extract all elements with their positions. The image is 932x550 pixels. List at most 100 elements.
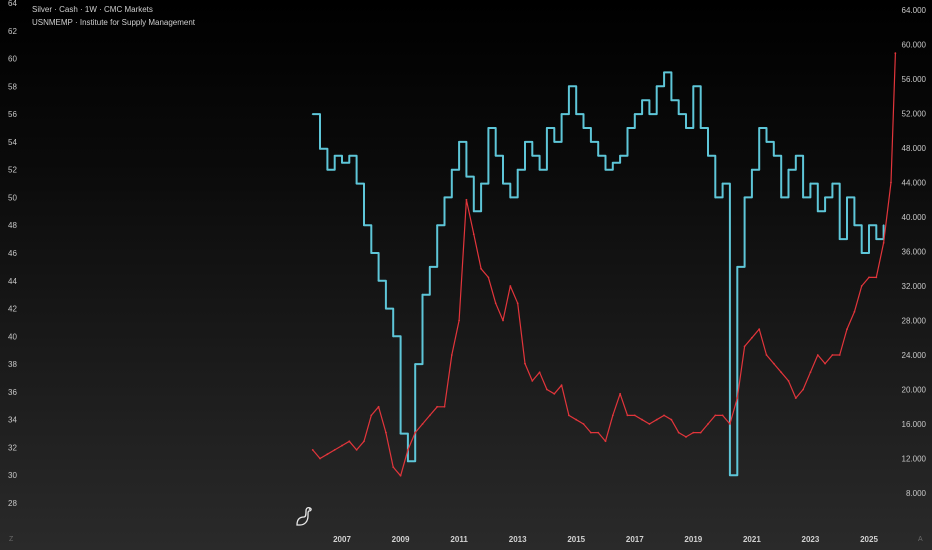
- left-axis-tick: 36: [8, 388, 17, 397]
- left-axis-tick: 46: [8, 249, 17, 258]
- usnmemp-series-line: [312, 71, 885, 477]
- bottom-right-mark[interactable]: A: [918, 536, 923, 543]
- usnmemp-point: [670, 99, 673, 102]
- right-axis-tick: 16.000: [902, 420, 927, 429]
- silver-point: [758, 328, 761, 331]
- left-axis-tick: 56: [8, 110, 17, 119]
- usnmemp-point: [838, 238, 841, 241]
- silver-point: [641, 418, 643, 421]
- silver-point: [480, 267, 482, 270]
- left-axis-tick: 30: [8, 471, 17, 480]
- left-axis-tick: 44: [8, 277, 17, 286]
- right-axis-tick: 44.000: [902, 179, 927, 188]
- silver-point: [619, 392, 622, 395]
- left-axis-tick: 32: [8, 443, 17, 452]
- x-axis-tick: 2007: [333, 535, 351, 544]
- usnmemp-point: [714, 196, 717, 199]
- usnmemp-point: [809, 182, 812, 185]
- usnmemp-point: [531, 154, 534, 157]
- usnmemp-point: [787, 168, 790, 171]
- silver-point: [363, 440, 365, 443]
- usnmemp-point: [597, 154, 600, 157]
- silver-point: [780, 371, 783, 374]
- silver-point: [633, 414, 636, 417]
- right-axis-tick: 32.000: [902, 282, 927, 291]
- left-axis-tick: 38: [8, 360, 17, 369]
- usnmemp-point: [421, 293, 424, 296]
- silver-point: [809, 371, 812, 374]
- usnmemp-point: [319, 147, 321, 150]
- x-axis-tick: 2017: [626, 535, 644, 544]
- usnmemp-point: [560, 113, 563, 116]
- silver-point: [794, 397, 797, 400]
- usnmemp-point: [765, 140, 768, 143]
- silver-point: [377, 405, 380, 408]
- chart-legend-indicator: USNMEMP · Institute for Supply Managemen…: [32, 18, 196, 27]
- usnmemp-point: [677, 113, 680, 116]
- usnmemp-point: [568, 85, 570, 88]
- silver-point: [597, 431, 600, 434]
- usnmemp-point: [436, 224, 439, 227]
- silver-point: [626, 414, 629, 417]
- right-axis-tick: 24.000: [902, 351, 927, 360]
- silver-point: [589, 431, 592, 434]
- usnmemp-point: [780, 196, 783, 199]
- right-axis-tick: 28.000: [902, 317, 927, 326]
- right-axis-tick: 40.000: [902, 213, 927, 222]
- usnmemp-point: [816, 210, 819, 213]
- right-axis-tick: 8.000: [906, 489, 927, 498]
- silver-point: [502, 319, 504, 322]
- left-axis-tick: 62: [8, 27, 17, 36]
- usnmemp-point: [699, 127, 702, 129]
- usnmemp-point: [341, 161, 343, 164]
- silver-point: [582, 423, 585, 425]
- usnmemp-point: [333, 154, 336, 157]
- usnmemp-point: [392, 335, 395, 338]
- silver-point: [436, 405, 439, 408]
- usnmemp-point: [729, 474, 731, 477]
- usnmemp-point: [882, 224, 885, 227]
- usnmemp-point: [750, 168, 753, 171]
- silver-point: [406, 448, 409, 451]
- silver-point: [894, 52, 897, 55]
- usnmemp-point: [385, 307, 387, 310]
- usnmemp-point: [465, 175, 468, 178]
- left-axis-tick: 42: [8, 305, 17, 314]
- silver-point: [348, 440, 351, 443]
- silver-point: [699, 431, 702, 434]
- x-axis-tick: 2025: [860, 535, 878, 544]
- left-axis-tick: 64: [8, 0, 17, 8]
- left-axis-tick: 40: [8, 332, 17, 341]
- usnmemp-point: [736, 265, 739, 268]
- usnmemp-point: [458, 140, 461, 143]
- silver-point: [531, 379, 534, 382]
- usnmemp-point: [553, 140, 556, 143]
- usnmemp-point: [721, 182, 724, 185]
- x-axis-tick: 2023: [802, 535, 820, 544]
- silver-point: [677, 431, 680, 434]
- left-axis-tick: 48: [8, 221, 17, 230]
- usnmemp-point: [516, 168, 519, 171]
- usnmemp-point: [546, 127, 548, 129]
- silver-point: [428, 414, 431, 417]
- silver-point: [399, 474, 402, 477]
- usnmemp-point: [348, 154, 351, 157]
- usnmemp-point: [619, 154, 622, 157]
- usnmemp-point: [524, 140, 526, 143]
- tradingview-dino-icon: [296, 506, 312, 526]
- silver-point: [487, 276, 490, 279]
- usnmemp-point: [875, 238, 878, 241]
- silver-point: [692, 431, 695, 434]
- silver-point: [560, 384, 563, 387]
- silver-point: [663, 414, 665, 417]
- usnmemp-point: [831, 182, 834, 185]
- left-axis-tick: 54: [8, 138, 17, 147]
- silver-point: [611, 414, 614, 417]
- bottom-left-mark[interactable]: Z: [9, 536, 14, 543]
- usnmemp-point: [758, 127, 761, 129]
- usnmemp-point: [648, 113, 651, 116]
- left-axis-tick: 28: [8, 499, 17, 508]
- silver-point: [465, 198, 468, 201]
- silver-point: [472, 233, 475, 236]
